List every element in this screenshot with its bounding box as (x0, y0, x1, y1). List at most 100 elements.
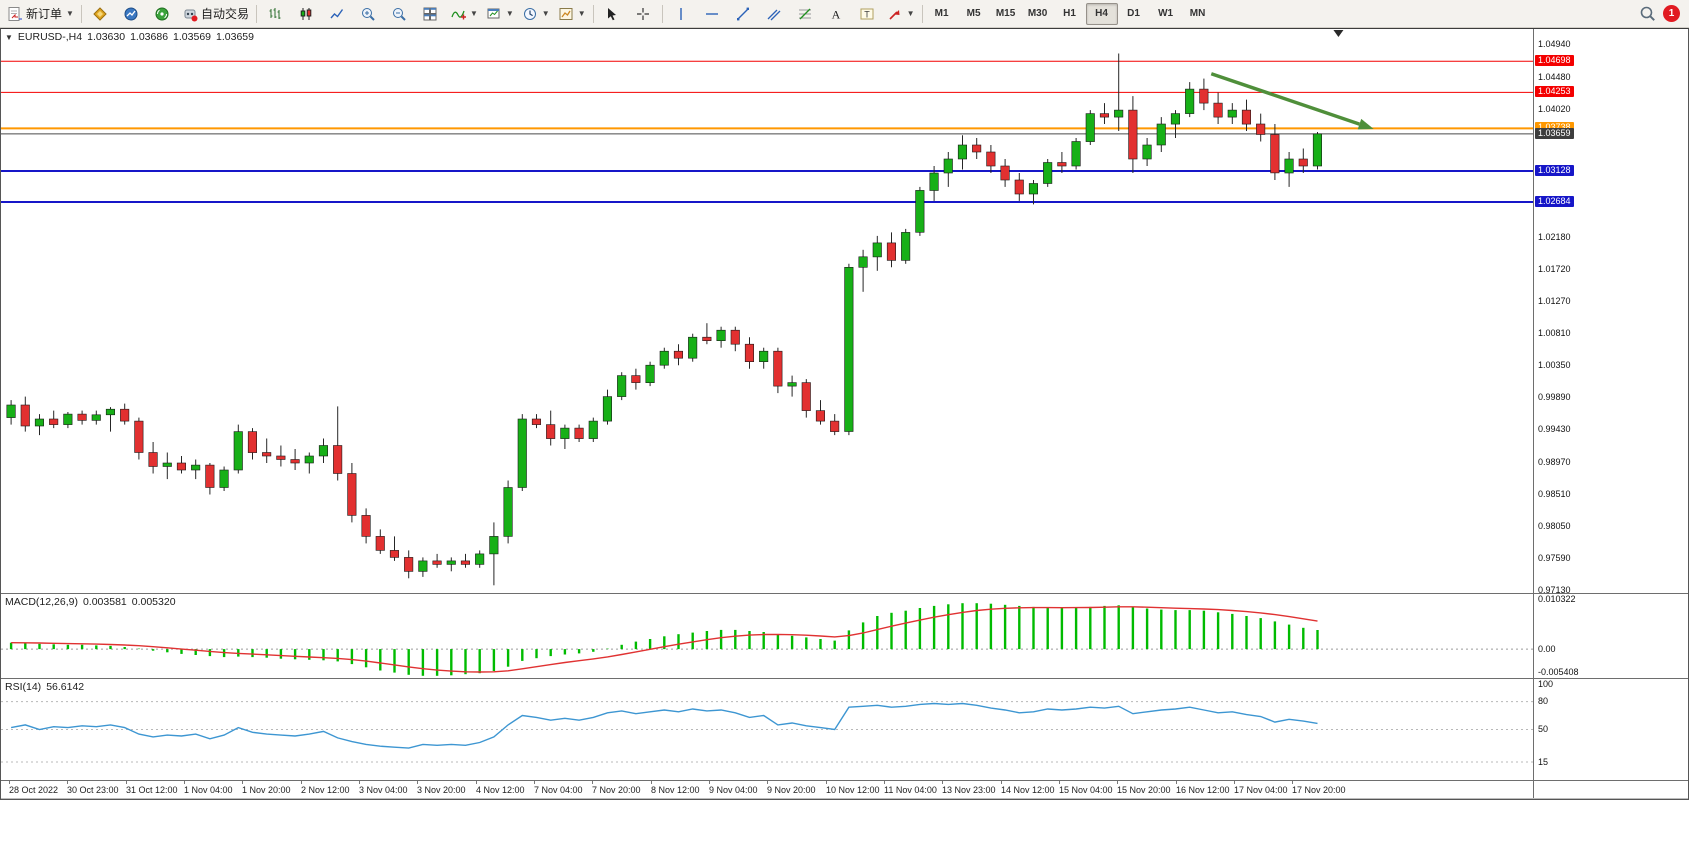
chart-window: ▼ EURUSD-,H4 1.03630 1.03686 1.03569 1.0… (0, 28, 1689, 800)
tile-windows-button[interactable] (415, 2, 446, 26)
time-tick (359, 781, 360, 784)
chevron-down-icon: ▼ (577, 9, 586, 18)
navigator-button[interactable] (147, 2, 178, 26)
chevron-down-icon: ▼ (505, 9, 514, 18)
macd-axis-min: -0.005408 (1538, 667, 1579, 677)
price-tick: 1.04940 (1538, 39, 1571, 49)
macd-axis-zero: 0.00 (1538, 644, 1556, 654)
candlestick-chart-button[interactable] (291, 2, 322, 26)
trendline-button[interactable] (728, 2, 759, 26)
macd-axis-max: 0.010322 (1538, 594, 1576, 604)
timeframe-m30[interactable]: M30 (1027, 8, 1048, 19)
new-order-label: 新订单 (26, 7, 63, 21)
time-label: 3 Nov 20:00 (417, 785, 466, 795)
toolbar-separator (921, 4, 923, 23)
time-tick (942, 781, 943, 784)
cursor-button[interactable] (597, 2, 628, 26)
new-order-button[interactable]: 新订单 ▼ (3, 2, 78, 26)
notification-badge[interactable]: 1 (1663, 5, 1680, 22)
chevron-down-icon: ▼ (469, 9, 478, 18)
rsi-level-100: 100 (1538, 679, 1554, 689)
time-tick (126, 781, 127, 784)
tile-windows-icon (423, 7, 437, 20)
time-label: 2 Nov 12:00 (301, 785, 350, 795)
new-chart-button[interactable]: ▼ (482, 2, 518, 26)
macd-label: MACD(12,26,9) 0.003581 0.005320 (5, 596, 176, 608)
chart-low: 1.03569 (173, 31, 212, 43)
time-tick (1176, 781, 1177, 784)
timeframe-m5[interactable]: M5 (966, 8, 981, 19)
periods-icon (523, 7, 536, 20)
time-tick (417, 781, 418, 784)
trendline-icon (737, 7, 750, 20)
arrows-tool-button[interactable]: ▼ (883, 2, 919, 26)
time-tick (1001, 781, 1002, 784)
time-label: 8 Nov 12:00 (651, 785, 700, 795)
rsi-label: RSI(14) 56.6142 (5, 681, 84, 693)
macd-panel: MACD(12,26,9) 0.003581 0.005320 0.010322… (1, 594, 1688, 679)
macd-chart[interactable]: MACD(12,26,9) 0.003581 0.005320 (1, 594, 1533, 678)
chart-high: 1.03686 (130, 31, 169, 43)
expert-advisors-button[interactable] (85, 2, 116, 26)
new-chart-icon (487, 8, 500, 18)
timeframe-d1[interactable]: D1 (1127, 8, 1140, 19)
chart-symbol: EURUSD-,H4 (17, 31, 83, 43)
timeframe-m15[interactable]: M15 (995, 8, 1016, 19)
rsi-panel: RSI(14) 56.6142 100 80 50 15 (1, 679, 1688, 781)
autotrading-label: 自动交易 (200, 7, 249, 21)
candlestick-chart[interactable]: ▼ EURUSD-,H4 1.03630 1.03686 1.03569 1.0… (1, 29, 1533, 593)
time-label: 1 Nov 20:00 (242, 785, 291, 795)
market-watch-button[interactable] (116, 2, 147, 26)
autotrading-button[interactable]: 自动交易 (178, 2, 253, 26)
timeframe-mn[interactable]: MN (1189, 8, 1206, 19)
price-tick: 1.00350 (1538, 360, 1571, 370)
line-chart-button[interactable] (322, 2, 353, 26)
periods-button[interactable]: ▼ (518, 2, 554, 26)
indicators-button[interactable]: ▼ (446, 2, 482, 26)
rsi-chart[interactable]: RSI(14) 56.6142 (1, 679, 1533, 780)
crosshair-button[interactable] (628, 2, 659, 26)
autotrading-icon (184, 9, 198, 21)
text-button[interactable]: A (821, 2, 852, 26)
time-label: 7 Nov 20:00 (592, 785, 641, 795)
price-tick: 0.98050 (1538, 521, 1571, 531)
timeframe-m1[interactable]: M1 (934, 8, 949, 19)
rsi-value: 56.6142 (46, 681, 85, 693)
horizontal-line-icon (706, 12, 719, 15)
time-tick (1234, 781, 1235, 784)
fibonacci-button[interactable] (790, 2, 821, 26)
equidistant-channel-icon (767, 9, 781, 20)
price-tick: 1.04020 (1538, 104, 1571, 114)
rsi-axis[interactable]: 100 80 50 15 (1533, 679, 1688, 780)
time-tick (884, 781, 885, 784)
price-axis[interactable]: 1.04940 1.04480 1.04020 1.02180 1.01720 1.012… (1533, 29, 1688, 595)
time-label: 15 Nov 04:00 (1059, 785, 1113, 795)
templates-button[interactable]: ▼ (554, 2, 590, 26)
time-tick (184, 781, 185, 784)
chart-menu-icon[interactable]: ▼ (5, 32, 13, 42)
toolbar-separator (255, 4, 257, 23)
vertical-line-button[interactable] (666, 2, 697, 26)
timeframe-h4[interactable]: H4 (1085, 2, 1118, 25)
time-axis[interactable]: 28 Oct 2022 30 Oct 23:00 31 Oct 12:00 1 Nov… (1, 781, 1688, 799)
horizontal-line-button[interactable] (697, 2, 728, 26)
price-tick: 0.97590 (1538, 553, 1571, 563)
timeframe-w1[interactable]: W1 (1158, 8, 1174, 19)
time-tick (301, 781, 302, 784)
text-label-button[interactable]: T (852, 2, 883, 26)
chevron-down-icon: ▼ (906, 9, 915, 18)
timeframe-h1[interactable]: H1 (1063, 8, 1076, 19)
time-label: 13 Nov 23:00 (942, 785, 996, 795)
zoom-in-button[interactable] (353, 2, 384, 26)
bar-chart-button[interactable] (260, 2, 291, 26)
time-label: 10 Nov 12:00 (826, 785, 880, 795)
main-price-panel: ▼ EURUSD-,H4 1.03630 1.03686 1.03569 1.0… (1, 29, 1688, 595)
price-tick: 1.02180 (1538, 232, 1571, 242)
time-label: 1 Nov 04:00 (184, 785, 233, 795)
price-level-badge: 1.03738 (1535, 122, 1574, 133)
search-icon[interactable] (1639, 5, 1657, 23)
zoom-out-button[interactable] (384, 2, 415, 26)
macd-axis[interactable]: 0.010322 0.00 -0.005408 (1533, 594, 1688, 678)
equidistant-channel-button[interactable] (759, 2, 790, 26)
time-tick (534, 781, 535, 784)
